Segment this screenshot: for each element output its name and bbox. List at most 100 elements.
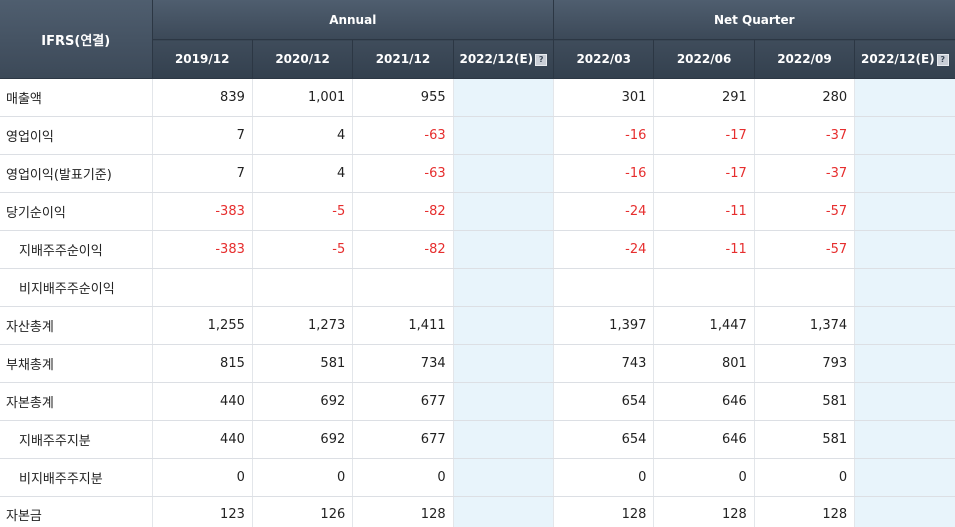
value-cell: 1,374 xyxy=(754,306,856,345)
value-cell: -16 xyxy=(553,154,655,193)
value-cell: 815 xyxy=(152,344,253,383)
value-cell: -5 xyxy=(252,192,354,231)
value-cell xyxy=(252,268,354,307)
estimate-cell xyxy=(854,306,955,345)
value-cell: -37 xyxy=(754,154,856,193)
estimate-cell xyxy=(453,268,555,307)
value-cell: 581 xyxy=(252,344,354,383)
estimate-cell xyxy=(453,344,555,383)
value-cell: 0 xyxy=(553,458,655,497)
row-label[interactable]: 매출액 xyxy=(0,78,153,117)
value-cell: 677 xyxy=(352,420,454,459)
table-row: 비지배주주순이익 xyxy=(0,268,955,307)
value-cell: -63 xyxy=(352,116,454,155)
table-row: 지배주주지분 440 692 677 654 646 581 xyxy=(0,420,955,459)
value-cell: -37 xyxy=(754,116,856,155)
estimate-cell xyxy=(453,116,555,155)
value-cell: 793 xyxy=(754,344,856,383)
estimate-cell xyxy=(854,382,955,421)
value-cell: 126 xyxy=(252,496,354,527)
value-cell: 280 xyxy=(754,78,856,117)
value-cell: 128 xyxy=(754,496,856,527)
value-cell: 128 xyxy=(653,496,755,527)
value-cell: -82 xyxy=(352,192,454,231)
value-cell: 692 xyxy=(252,420,354,459)
value-cell: 839 xyxy=(152,78,253,117)
estimate-cell xyxy=(854,458,955,497)
row-label[interactable]: 부채총계 xyxy=(0,344,153,383)
value-cell: -63 xyxy=(352,154,454,193)
estimate-cell xyxy=(854,192,955,231)
value-cell: 1,273 xyxy=(252,306,354,345)
value-cell xyxy=(653,268,755,307)
value-cell: -82 xyxy=(352,230,454,269)
value-cell: 301 xyxy=(553,78,655,117)
value-cell xyxy=(352,268,454,307)
table-body: 매출액 839 1,001 955 301 291 280 영업이익 7 4 -63 -16 -17 -3… xyxy=(0,78,955,527)
table-row: 당기순이익 -383 -5 -82 -24 -11 -57 xyxy=(0,192,955,231)
period-header-estimate: 2022/12(E)? xyxy=(854,39,955,79)
estimate-cell xyxy=(854,496,955,527)
value-cell: 7 xyxy=(152,116,253,155)
period-header-label: 2022/12(E) xyxy=(459,52,534,66)
value-cell: 0 xyxy=(653,458,755,497)
estimate-cell xyxy=(854,154,955,193)
period-header: 2022/06 xyxy=(653,39,755,79)
estimate-cell xyxy=(854,344,955,383)
table-row: 비지배주주지분 0 0 0 0 0 0 xyxy=(0,458,955,497)
value-cell: -17 xyxy=(653,116,755,155)
table-header: IFRS(연결) Annual Net Quarter 2019/12 2020… xyxy=(0,0,955,79)
value-cell: 692 xyxy=(252,382,354,421)
estimate-cell xyxy=(453,496,555,527)
value-cell: -57 xyxy=(754,192,856,231)
value-cell: 4 xyxy=(252,154,354,193)
estimate-cell xyxy=(854,116,955,155)
row-label[interactable]: 당기순이익 xyxy=(0,192,153,231)
value-cell: -24 xyxy=(553,192,655,231)
row-label[interactable]: 자산총계 xyxy=(0,306,153,345)
table-row: 자본총계 440 692 677 654 646 581 xyxy=(0,382,955,421)
value-cell: 128 xyxy=(352,496,454,527)
estimate-cell xyxy=(453,420,555,459)
row-label[interactable]: 자본금 xyxy=(0,496,153,527)
value-cell: 646 xyxy=(653,420,755,459)
accounting-standard-header: IFRS(연결) xyxy=(0,0,153,79)
value-cell: 0 xyxy=(754,458,856,497)
value-cell: 1,255 xyxy=(152,306,253,345)
estimate-cell xyxy=(854,268,955,307)
value-cell xyxy=(553,268,655,307)
value-cell: -11 xyxy=(653,230,755,269)
estimate-cell xyxy=(854,230,955,269)
row-label[interactable]: 자본총계 xyxy=(0,382,153,421)
estimate-cell xyxy=(453,458,555,497)
help-icon[interactable]: ? xyxy=(936,54,949,66)
row-label[interactable]: 영업이익 xyxy=(0,116,153,155)
value-cell: 440 xyxy=(152,420,253,459)
value-cell: 734 xyxy=(352,344,454,383)
period-header: 2021/12 xyxy=(352,39,454,79)
estimate-cell xyxy=(453,78,555,117)
value-cell: 0 xyxy=(352,458,454,497)
row-label[interactable]: 비지배주주순이익 xyxy=(0,268,153,307)
value-cell: 646 xyxy=(653,382,755,421)
row-label[interactable]: 지배주주순이익 xyxy=(0,230,153,269)
table-row: 매출액 839 1,001 955 301 291 280 xyxy=(0,78,955,117)
value-cell: -17 xyxy=(653,154,755,193)
period-header: 2019/12 xyxy=(152,39,253,79)
annual-group-header: Annual xyxy=(152,0,555,40)
net-quarter-group-header: Net Quarter xyxy=(553,0,955,40)
table-row: 영업이익(발표기준) 7 4 -63 -16 -17 -37 xyxy=(0,154,955,193)
value-cell: 581 xyxy=(754,382,856,421)
help-icon[interactable]: ? xyxy=(535,54,548,66)
value-cell: -16 xyxy=(553,116,655,155)
row-label[interactable]: 비지배주주지분 xyxy=(0,458,153,497)
row-label[interactable]: 지배주주지분 xyxy=(0,420,153,459)
row-label[interactable]: 영업이익(발표기준) xyxy=(0,154,153,193)
estimate-cell xyxy=(854,420,955,459)
value-cell: -11 xyxy=(653,192,755,231)
value-cell: 0 xyxy=(252,458,354,497)
value-cell: 677 xyxy=(352,382,454,421)
value-cell xyxy=(152,268,253,307)
table-row: 지배주주순이익 -383 -5 -82 -24 -11 -57 xyxy=(0,230,955,269)
